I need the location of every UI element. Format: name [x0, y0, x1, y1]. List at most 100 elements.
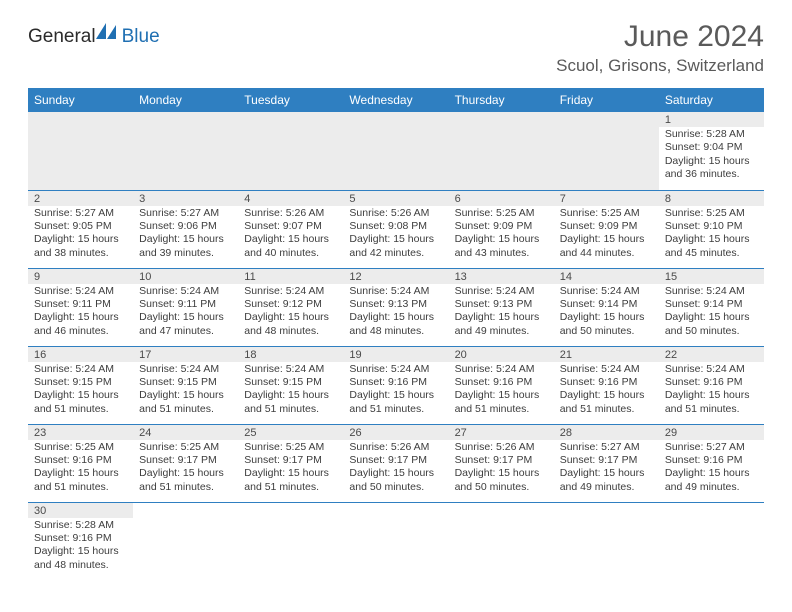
weekday-header: Thursday — [449, 88, 554, 112]
day-number: 30 — [28, 503, 133, 518]
day-details: Sunrise: 5:24 AMSunset: 9:16 PMDaylight:… — [343, 362, 448, 420]
calendar-cell: 25Sunrise: 5:25 AMSunset: 9:17 PMDayligh… — [238, 424, 343, 502]
day-number: 19 — [343, 347, 448, 362]
day-number: 29 — [659, 425, 764, 440]
calendar-cell — [449, 502, 554, 580]
day-number: 13 — [449, 269, 554, 284]
brand-name-1: General — [28, 26, 96, 48]
weekday-header: Tuesday — [238, 88, 343, 112]
day-details: Sunrise: 5:28 AMSunset: 9:04 PMDaylight:… — [659, 127, 764, 185]
day-number: 18 — [238, 347, 343, 362]
day-details: Sunrise: 5:26 AMSunset: 9:17 PMDaylight:… — [343, 440, 448, 498]
calendar-cell: 22Sunrise: 5:24 AMSunset: 9:16 PMDayligh… — [659, 346, 764, 424]
day-number: 2 — [28, 191, 133, 206]
calendar-cell: 11Sunrise: 5:24 AMSunset: 9:12 PMDayligh… — [238, 268, 343, 346]
day-details: Sunrise: 5:26 AMSunset: 9:07 PMDaylight:… — [238, 206, 343, 264]
header: General Blue June 2024 Scuol, Grisons, S… — [28, 20, 764, 76]
day-details: Sunrise: 5:24 AMSunset: 9:14 PMDaylight:… — [659, 284, 764, 342]
calendar-cell — [449, 112, 554, 190]
day-details: Sunrise: 5:26 AMSunset: 9:17 PMDaylight:… — [449, 440, 554, 498]
calendar-cell — [659, 502, 764, 580]
day-details: Sunrise: 5:24 AMSunset: 9:15 PMDaylight:… — [238, 362, 343, 420]
day-details: Sunrise: 5:24 AMSunset: 9:16 PMDaylight:… — [554, 362, 659, 420]
day-number: 15 — [659, 269, 764, 284]
calendar-cell: 23Sunrise: 5:25 AMSunset: 9:16 PMDayligh… — [28, 424, 133, 502]
day-details: Sunrise: 5:25 AMSunset: 9:09 PMDaylight:… — [449, 206, 554, 264]
calendar-cell — [28, 112, 133, 190]
day-details: Sunrise: 5:25 AMSunset: 9:17 PMDaylight:… — [133, 440, 238, 498]
calendar-week-row: 30Sunrise: 5:28 AMSunset: 9:16 PMDayligh… — [28, 502, 764, 580]
day-details: Sunrise: 5:27 AMSunset: 9:06 PMDaylight:… — [133, 206, 238, 264]
day-details: Sunrise: 5:25 AMSunset: 9:09 PMDaylight:… — [554, 206, 659, 264]
calendar-cell: 29Sunrise: 5:27 AMSunset: 9:16 PMDayligh… — [659, 424, 764, 502]
day-number: 24 — [133, 425, 238, 440]
calendar-cell — [238, 112, 343, 190]
weekday-header: Saturday — [659, 88, 764, 112]
day-number: 14 — [554, 269, 659, 284]
calendar-cell: 10Sunrise: 5:24 AMSunset: 9:11 PMDayligh… — [133, 268, 238, 346]
calendar-cell — [343, 112, 448, 190]
day-number: 27 — [449, 425, 554, 440]
calendar-cell — [133, 502, 238, 580]
calendar-cell — [554, 502, 659, 580]
day-number: 12 — [343, 269, 448, 284]
calendar-body: 1Sunrise: 5:28 AMSunset: 9:04 PMDaylight… — [28, 112, 764, 580]
calendar-cell: 26Sunrise: 5:26 AMSunset: 9:17 PMDayligh… — [343, 424, 448, 502]
day-details: Sunrise: 5:27 AMSunset: 9:17 PMDaylight:… — [554, 440, 659, 498]
day-details: Sunrise: 5:25 AMSunset: 9:16 PMDaylight:… — [28, 440, 133, 498]
calendar-cell — [343, 502, 448, 580]
calendar-cell: 19Sunrise: 5:24 AMSunset: 9:16 PMDayligh… — [343, 346, 448, 424]
day-details: Sunrise: 5:24 AMSunset: 9:12 PMDaylight:… — [238, 284, 343, 342]
calendar-cell — [238, 502, 343, 580]
day-number: 1 — [659, 112, 764, 127]
day-number: 21 — [554, 347, 659, 362]
day-details: Sunrise: 5:28 AMSunset: 9:16 PMDaylight:… — [28, 518, 133, 576]
calendar-table: Sunday Monday Tuesday Wednesday Thursday… — [28, 88, 764, 580]
calendar-cell: 30Sunrise: 5:28 AMSunset: 9:16 PMDayligh… — [28, 502, 133, 580]
day-number: 25 — [238, 425, 343, 440]
day-number: 17 — [133, 347, 238, 362]
day-number: 22 — [659, 347, 764, 362]
weekday-header: Monday — [133, 88, 238, 112]
month-title: June 2024 — [556, 20, 764, 54]
day-number: 11 — [238, 269, 343, 284]
day-details: Sunrise: 5:24 AMSunset: 9:14 PMDaylight:… — [554, 284, 659, 342]
calendar-week-row: 23Sunrise: 5:25 AMSunset: 9:16 PMDayligh… — [28, 424, 764, 502]
day-details: Sunrise: 5:24 AMSunset: 9:15 PMDaylight:… — [28, 362, 133, 420]
calendar-cell: 13Sunrise: 5:24 AMSunset: 9:13 PMDayligh… — [449, 268, 554, 346]
day-details: Sunrise: 5:24 AMSunset: 9:11 PMDaylight:… — [28, 284, 133, 342]
calendar-cell: 4Sunrise: 5:26 AMSunset: 9:07 PMDaylight… — [238, 190, 343, 268]
calendar-cell: 9Sunrise: 5:24 AMSunset: 9:11 PMDaylight… — [28, 268, 133, 346]
weekday-header: Friday — [554, 88, 659, 112]
calendar-cell: 18Sunrise: 5:24 AMSunset: 9:15 PMDayligh… — [238, 346, 343, 424]
day-number: 7 — [554, 191, 659, 206]
calendar-cell: 2Sunrise: 5:27 AMSunset: 9:05 PMDaylight… — [28, 190, 133, 268]
brand-logo: General Blue — [28, 26, 160, 48]
calendar-cell: 5Sunrise: 5:26 AMSunset: 9:08 PMDaylight… — [343, 190, 448, 268]
calendar-cell: 24Sunrise: 5:25 AMSunset: 9:17 PMDayligh… — [133, 424, 238, 502]
day-details: Sunrise: 5:24 AMSunset: 9:13 PMDaylight:… — [449, 284, 554, 342]
calendar-cell: 20Sunrise: 5:24 AMSunset: 9:16 PMDayligh… — [449, 346, 554, 424]
calendar-cell: 27Sunrise: 5:26 AMSunset: 9:17 PMDayligh… — [449, 424, 554, 502]
calendar-week-row: 9Sunrise: 5:24 AMSunset: 9:11 PMDaylight… — [28, 268, 764, 346]
calendar-cell: 15Sunrise: 5:24 AMSunset: 9:14 PMDayligh… — [659, 268, 764, 346]
day-details: Sunrise: 5:24 AMSunset: 9:11 PMDaylight:… — [133, 284, 238, 342]
calendar-cell: 14Sunrise: 5:24 AMSunset: 9:14 PMDayligh… — [554, 268, 659, 346]
day-number: 26 — [343, 425, 448, 440]
calendar-cell — [133, 112, 238, 190]
calendar-week-row: 1Sunrise: 5:28 AMSunset: 9:04 PMDaylight… — [28, 112, 764, 190]
calendar-cell: 12Sunrise: 5:24 AMSunset: 9:13 PMDayligh… — [343, 268, 448, 346]
day-details: Sunrise: 5:26 AMSunset: 9:08 PMDaylight:… — [343, 206, 448, 264]
sail-icon — [96, 23, 118, 39]
day-number: 3 — [133, 191, 238, 206]
calendar-cell: 1Sunrise: 5:28 AMSunset: 9:04 PMDaylight… — [659, 112, 764, 190]
calendar-cell: 21Sunrise: 5:24 AMSunset: 9:16 PMDayligh… — [554, 346, 659, 424]
calendar-cell: 16Sunrise: 5:24 AMSunset: 9:15 PMDayligh… — [28, 346, 133, 424]
day-details: Sunrise: 5:24 AMSunset: 9:13 PMDaylight:… — [343, 284, 448, 342]
day-number: 8 — [659, 191, 764, 206]
day-number: 23 — [28, 425, 133, 440]
day-details: Sunrise: 5:27 AMSunset: 9:05 PMDaylight:… — [28, 206, 133, 264]
location: Scuol, Grisons, Switzerland — [556, 56, 764, 76]
day-number: 6 — [449, 191, 554, 206]
calendar-cell — [554, 112, 659, 190]
